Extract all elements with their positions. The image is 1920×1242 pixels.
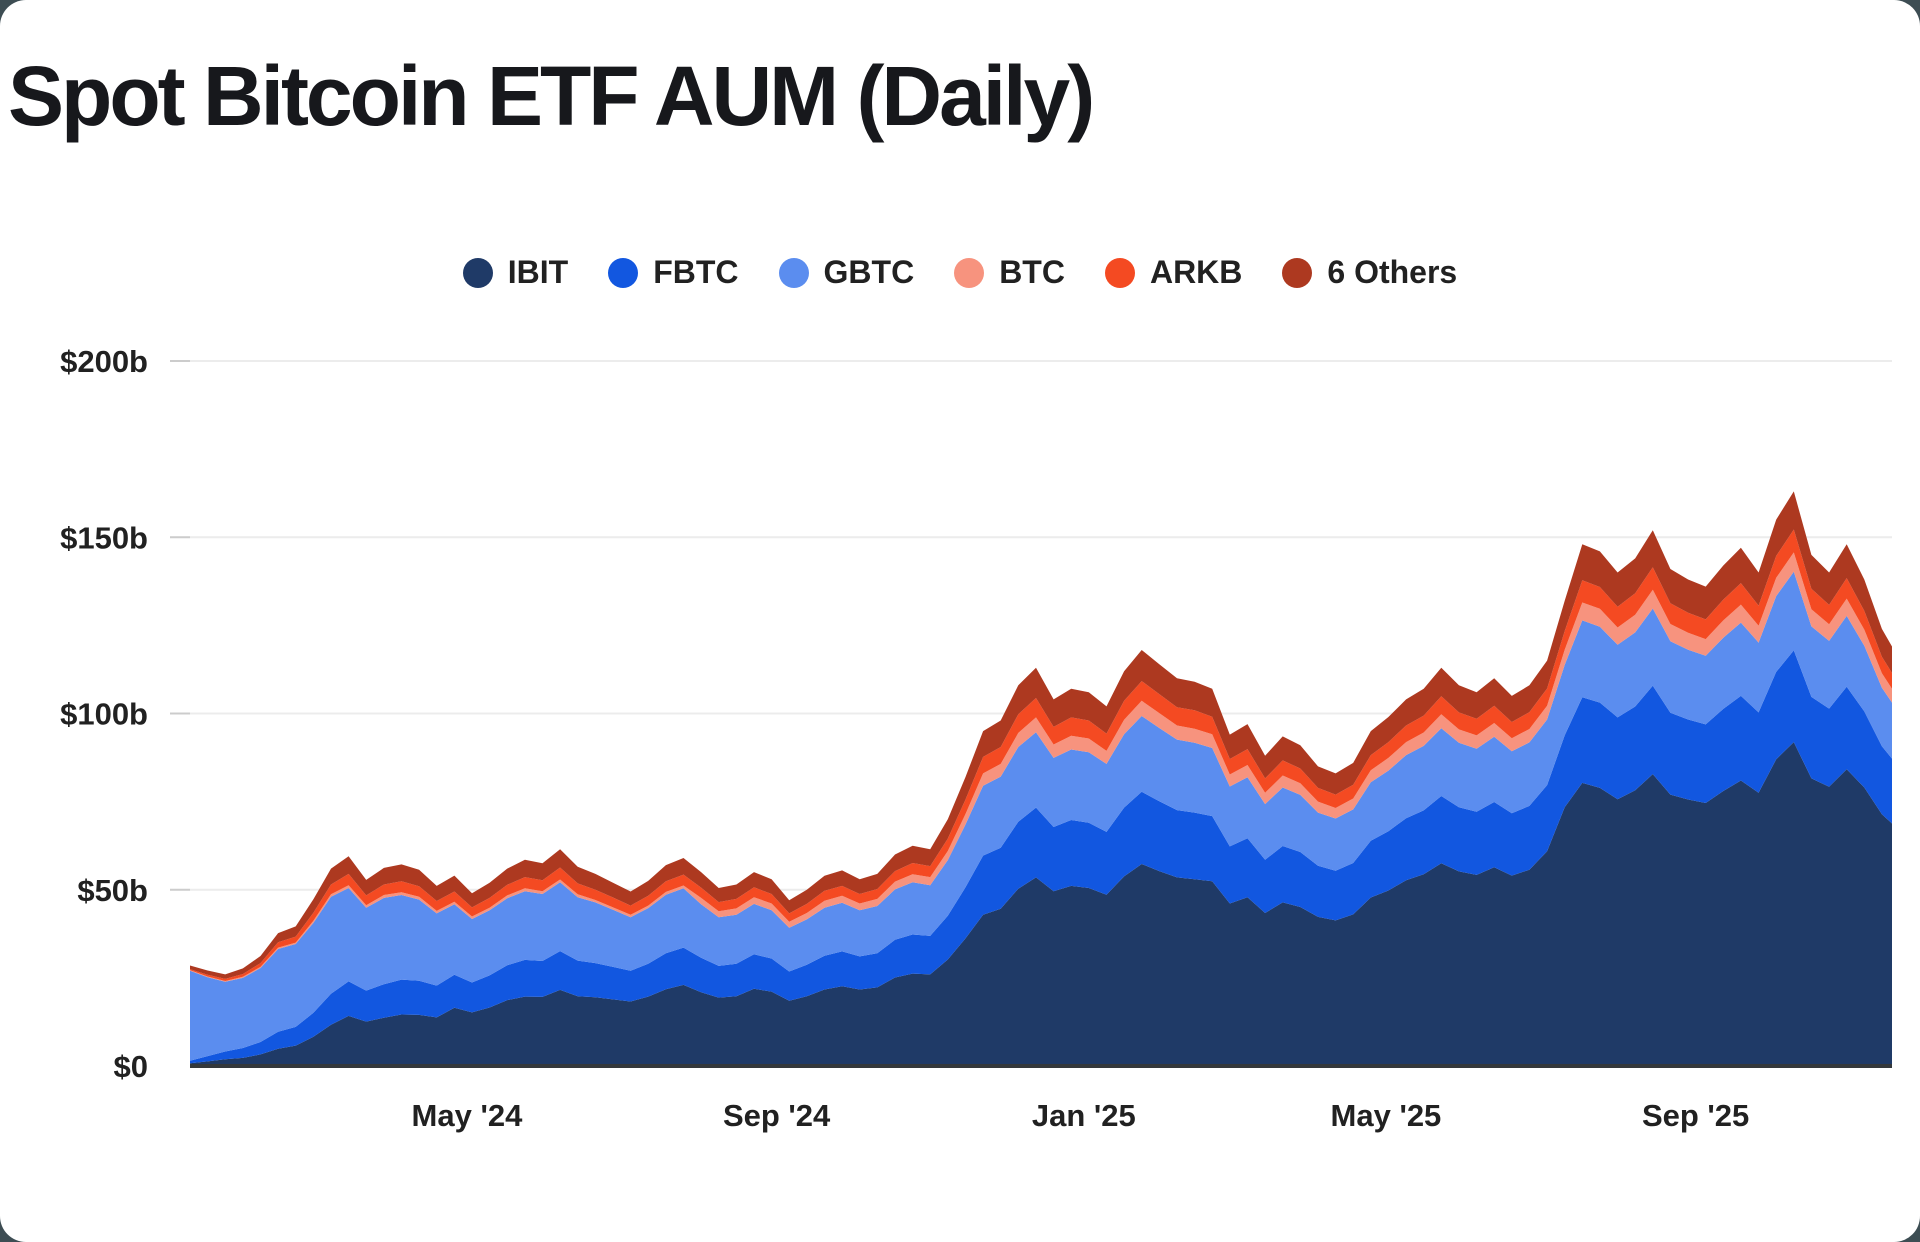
- x-tick-label: Sep '25: [1642, 1098, 1749, 1133]
- legend-dot-icon: [778, 257, 809, 288]
- y-tick-label: $150b: [60, 520, 148, 555]
- x-axis-line: [190, 1064, 1892, 1068]
- chart-legend: IBIT FBTC GBTC BTC ARKB 6 Others: [0, 254, 1920, 291]
- legend-dot-icon: [1282, 257, 1313, 288]
- area-ibit[interactable]: [190, 742, 1892, 1066]
- legend-dot-icon: [608, 257, 639, 288]
- legend-item-ibit[interactable]: IBIT: [462, 254, 569, 291]
- y-tick-label: $200b: [60, 344, 148, 379]
- area-fbtc[interactable]: [190, 650, 1892, 1064]
- legend-item-6-others[interactable]: 6 Others: [1282, 254, 1457, 291]
- x-tick-label: Jan '25: [1032, 1098, 1136, 1133]
- legend-item-btc[interactable]: BTC: [954, 254, 1065, 291]
- legend-dot-icon: [1104, 257, 1135, 288]
- x-tick-label: May '25: [1331, 1098, 1442, 1133]
- y-tick-label: $0: [114, 1049, 148, 1084]
- legend-dot-icon: [462, 257, 493, 288]
- legend-item-fbtc[interactable]: FBTC: [608, 254, 739, 291]
- page-title: Spot Bitcoin ETF AUM (Daily): [8, 49, 1095, 143]
- x-tick-label: Sep '24: [723, 1098, 831, 1133]
- legend-label: ARKB: [1149, 254, 1243, 290]
- x-tick-label: May '24: [412, 1098, 524, 1133]
- legend-label: 6 Others: [1327, 254, 1458, 290]
- legend-label: IBIT: [507, 254, 569, 290]
- y-tick-label: $100b: [60, 697, 148, 732]
- area-gbtc[interactable]: [190, 571, 1892, 1061]
- legend-dot-icon: [954, 257, 985, 288]
- legend-label: GBTC: [823, 254, 915, 290]
- legend-label: BTC: [999, 254, 1065, 290]
- legend-item-arkb[interactable]: ARKB: [1104, 254, 1243, 291]
- legend-item-gbtc[interactable]: GBTC: [778, 254, 915, 291]
- y-tick-label: $50b: [77, 873, 148, 908]
- legend-label: FBTC: [653, 254, 739, 290]
